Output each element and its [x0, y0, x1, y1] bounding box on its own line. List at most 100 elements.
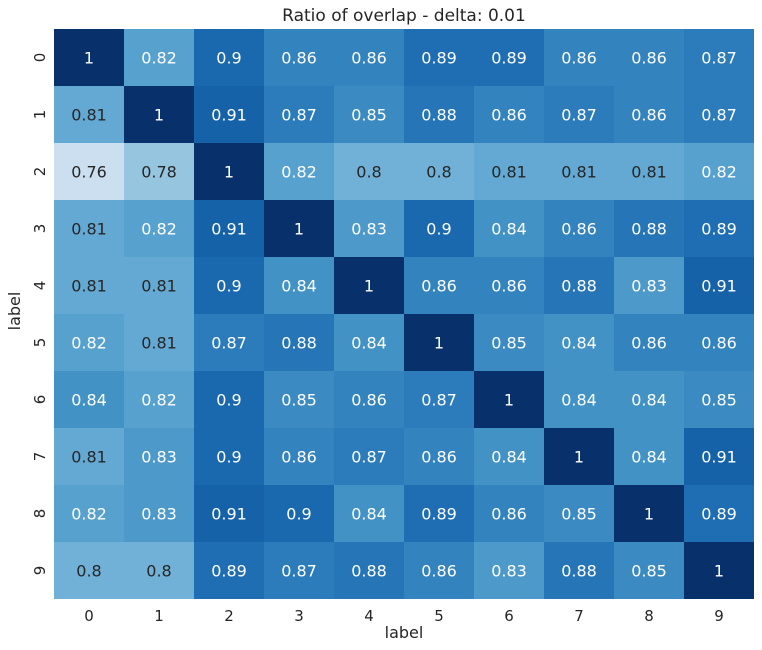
cell-value-label-r4-c9: 0.91	[701, 277, 737, 296]
heatmap-cell-r5-c1	[124, 314, 194, 371]
heatmap-cell-r9-c2	[194, 542, 264, 599]
heatmap-cell-r0-c9	[684, 29, 754, 86]
heatmap-cell-r8-c5	[404, 485, 474, 542]
heatmap-cell-r1-c5	[404, 86, 474, 143]
heatmap-cell-r4-c5	[404, 257, 474, 314]
heatmap-cell-r4-c1	[124, 257, 194, 314]
cell-value-label-r9-c4: 0.88	[351, 562, 387, 581]
heatmap-cell-r2-c9	[684, 143, 754, 200]
cell-value-label-r2-c8: 0.81	[631, 163, 667, 182]
heatmap-cell-r7-c4	[334, 428, 404, 485]
chart-title: Ratio of overlap - delta: 0.01	[282, 6, 526, 26]
heatmap-cell-r6-c4	[334, 371, 404, 428]
heatmap-cell-r1-c6	[474, 86, 544, 143]
heatmap-cell-r4-c0	[54, 257, 124, 314]
heatmap-cell-r3-c2	[194, 200, 264, 257]
cell-value-label-r9-c3: 0.87	[281, 562, 317, 581]
heatmap-cell-r6-c6	[474, 371, 544, 428]
heatmap-cell-r9-c0	[54, 542, 124, 599]
cell-value-label-r2-c6: 0.81	[491, 163, 527, 182]
cell-value-label-r1-c7: 0.87	[561, 106, 597, 125]
heatmap-cell-r2-c2	[194, 143, 264, 200]
heatmap-cell-r7-c6	[474, 428, 544, 485]
cell-value-label-r0-c4: 0.86	[351, 49, 387, 68]
cell-value-label-r4-c7: 0.88	[561, 277, 597, 296]
heatmap-cell-r0-c3	[264, 29, 334, 86]
heatmap-cell-r2-c3	[264, 143, 334, 200]
cell-value-label-r3-c8: 0.88	[631, 220, 667, 239]
cell-value-label-r3-c7: 0.86	[561, 220, 597, 239]
cell-value-label-r6-c2: 0.9	[216, 391, 241, 410]
heatmap-cell-r1-c8	[614, 86, 684, 143]
x-tick-label-2: 2	[224, 607, 234, 625]
heatmap-cell-r1-c0	[54, 86, 124, 143]
heatmap-cell-r6-c7	[544, 371, 614, 428]
cell-value-label-r9-c2: 0.89	[211, 562, 247, 581]
heatmap-cell-r5-c8	[614, 314, 684, 371]
cell-value-label-r5-c0: 0.82	[71, 334, 107, 353]
heatmap-cell-r6-c5	[404, 371, 474, 428]
cell-value-label-r3-c5: 0.9	[426, 220, 451, 239]
cell-value-label-r4-c3: 0.84	[281, 277, 317, 296]
cell-value-label-r7-c5: 0.86	[421, 448, 457, 467]
heatmap-cell-r9-c6	[474, 542, 544, 599]
cell-value-label-r0-c7: 0.86	[561, 49, 597, 68]
cell-value-label-r2-c5: 0.8	[426, 163, 451, 182]
cell-value-label-r1-c1: 1	[154, 106, 164, 125]
heatmap-cell-r6-c1	[124, 371, 194, 428]
cell-value-label-r5-c4: 0.84	[351, 334, 387, 353]
heatmap-cell-r7-c8	[614, 428, 684, 485]
cell-value-label-r8-c1: 0.83	[141, 505, 177, 524]
cell-value-label-r7-c7: 1	[574, 448, 584, 467]
heatmap-cell-r3-c0	[54, 200, 124, 257]
heatmap-cell-r0-c4	[334, 29, 404, 86]
cell-value-label-r5-c8: 0.86	[631, 334, 667, 353]
heatmap-cell-r6-c8	[614, 371, 684, 428]
cell-value-label-r8-c2: 0.91	[211, 505, 247, 524]
cell-value-label-r8-c9: 0.89	[701, 505, 737, 524]
heatmap-cell-r9-c4	[334, 542, 404, 599]
cell-value-label-r1-c3: 0.87	[281, 106, 317, 125]
cell-value-label-r7-c1: 0.83	[141, 448, 177, 467]
cell-value-label-r6-c9: 0.85	[701, 391, 737, 410]
cell-value-label-r1-c2: 0.91	[211, 106, 247, 125]
heatmap-cell-r3-c7	[544, 200, 614, 257]
cell-value-label-r6-c0: 0.84	[71, 391, 107, 410]
y-tick-label-1: 1	[31, 110, 49, 120]
cell-value-label-r6-c8: 0.84	[631, 391, 667, 410]
heatmap-cell-r7-c9	[684, 428, 754, 485]
x-tick-label-9: 9	[714, 607, 724, 625]
x-tick-label-3: 3	[294, 607, 304, 625]
heatmap-cell-r2-c5	[404, 143, 474, 200]
heatmap-cell-r1-c4	[334, 86, 404, 143]
cell-value-label-r0-c0: 1	[84, 49, 94, 68]
cell-value-label-r3-c0: 0.81	[71, 220, 107, 239]
heatmap-cell-r2-c0	[54, 143, 124, 200]
heatmap-cell-r2-c8	[614, 143, 684, 200]
heatmap-cell-r6-c2	[194, 371, 264, 428]
x-tick-label-6: 6	[504, 607, 514, 625]
cell-value-label-r6-c3: 0.85	[281, 391, 317, 410]
cell-value-label-r2-c7: 0.81	[561, 163, 597, 182]
heatmap-cell-r8-c0	[54, 485, 124, 542]
heatmap-cell-r5-c5	[404, 314, 474, 371]
heatmap-cell-r2-c7	[544, 143, 614, 200]
heatmap-cell-r7-c1	[124, 428, 194, 485]
heatmap-cell-r3-c9	[684, 200, 754, 257]
cell-value-label-r4-c8: 0.83	[631, 277, 667, 296]
heatmap-cell-r8-c2	[194, 485, 264, 542]
heatmap-cell-r4-c6	[474, 257, 544, 314]
cell-value-label-r8-c3: 0.9	[286, 505, 311, 524]
x-axis-label: label	[385, 623, 424, 642]
x-tick-label-1: 1	[154, 607, 164, 625]
heatmap-cell-r0-c1	[124, 29, 194, 86]
heatmap-cell-r1-c3	[264, 86, 334, 143]
cell-value-label-r8-c6: 0.86	[491, 505, 527, 524]
heatmap-cell-r8-c9	[684, 485, 754, 542]
y-tick-label-3: 3	[31, 224, 49, 234]
cell-value-label-r4-c2: 0.9	[216, 277, 241, 296]
heatmap-cell-r1-c1	[124, 86, 194, 143]
cell-value-label-r6-c7: 0.84	[561, 391, 597, 410]
cell-value-label-r7-c3: 0.86	[281, 448, 317, 467]
heatmap-cell-r0-c0	[54, 29, 124, 86]
